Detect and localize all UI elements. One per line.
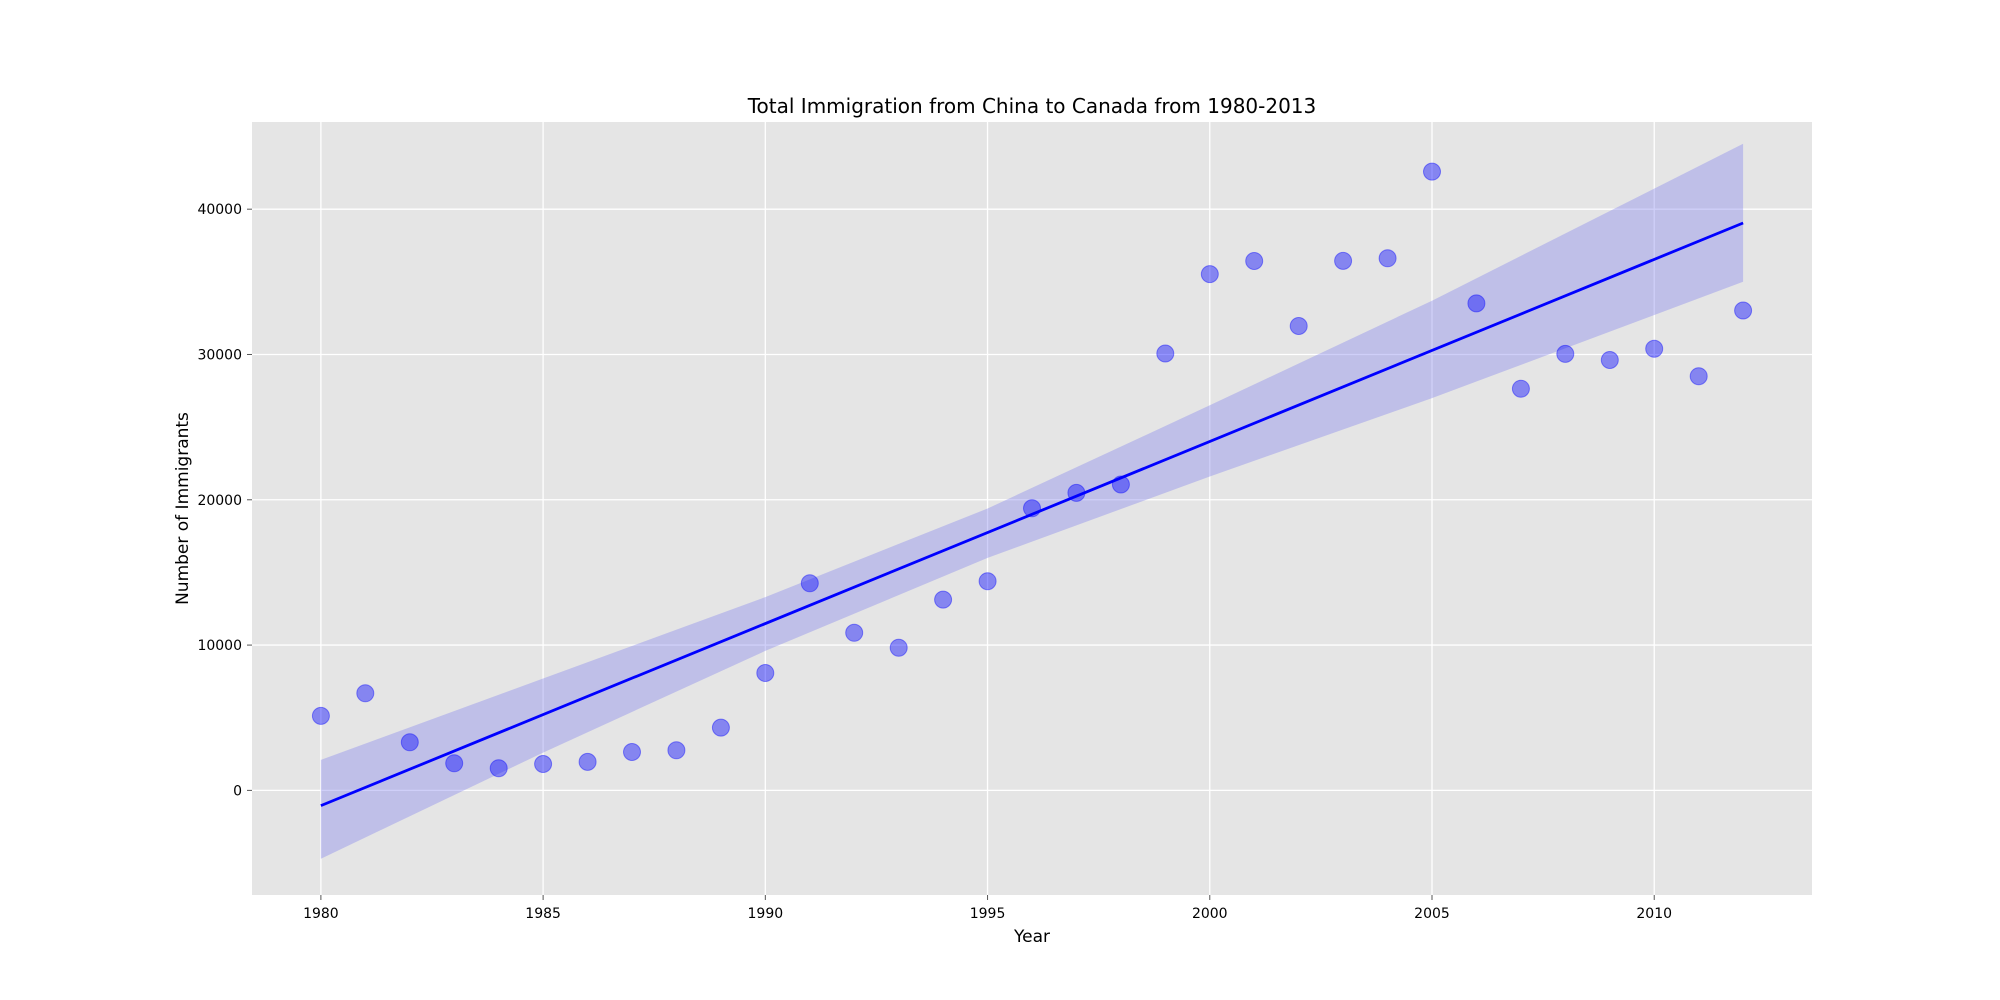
y-axis-label: Number of Immigrants [173, 412, 193, 605]
y-tick-label: 0 [233, 783, 242, 799]
data-point [756, 664, 775, 682]
data-point [1689, 367, 1708, 386]
x-axis-ticks: 1980 1985 1990 1995 2000 2005 2010 [303, 895, 1672, 922]
x-tick-label: 2005 [1414, 906, 1450, 922]
data-point [578, 752, 597, 771]
data-point [1467, 294, 1486, 313]
data-point [667, 741, 686, 760]
data-point [1289, 317, 1308, 335]
plot-area [252, 122, 1812, 895]
data-point [1067, 483, 1086, 502]
data-point [1511, 379, 1530, 398]
data-point [889, 638, 908, 657]
x-tick-label: 2000 [1192, 906, 1228, 922]
data-point [1334, 251, 1353, 270]
x-axis-label: Year [1013, 927, 1050, 947]
data-point [1556, 344, 1575, 363]
data-point [1645, 339, 1664, 358]
y-tick-label: 20000 [197, 493, 242, 509]
data-point [489, 759, 508, 778]
data-point [1023, 499, 1041, 518]
y-tick-label: 10000 [197, 638, 242, 654]
y-axis-ticks: 0 10000 20000 30000 40000 [197, 202, 252, 799]
data-point [978, 572, 997, 591]
data-point [1245, 252, 1264, 270]
x-tick-label: 1980 [303, 906, 339, 922]
chart-title: Total Immigration from China to Canada f… [747, 94, 1317, 118]
y-tick-label: 30000 [197, 347, 242, 363]
data-point [1423, 162, 1441, 181]
x-tick-label: 1995 [970, 906, 1006, 922]
data-point [356, 684, 375, 703]
confidence-band [320, 143, 1744, 859]
data-point [934, 590, 953, 609]
data-point [800, 574, 819, 593]
regression-line [320, 221, 1744, 807]
data-points [311, 162, 1753, 778]
data-point [1600, 351, 1619, 369]
data-point [845, 623, 864, 642]
data-point [400, 733, 419, 752]
data-point [1200, 265, 1219, 284]
data-point [445, 754, 464, 773]
data-point [1156, 344, 1175, 363]
data-point [623, 743, 641, 761]
data-point [711, 718, 730, 737]
y-tick-label: 40000 [197, 202, 242, 218]
grid-lines [252, 122, 1812, 895]
data-point [534, 755, 553, 773]
x-tick-label: 1985 [525, 906, 561, 922]
data-point [1734, 301, 1753, 320]
data-point [311, 706, 330, 725]
data-point [1378, 249, 1397, 268]
x-tick-label: 1990 [748, 906, 784, 922]
data-point [1111, 475, 1130, 494]
x-tick-label: 2010 [1636, 906, 1672, 922]
